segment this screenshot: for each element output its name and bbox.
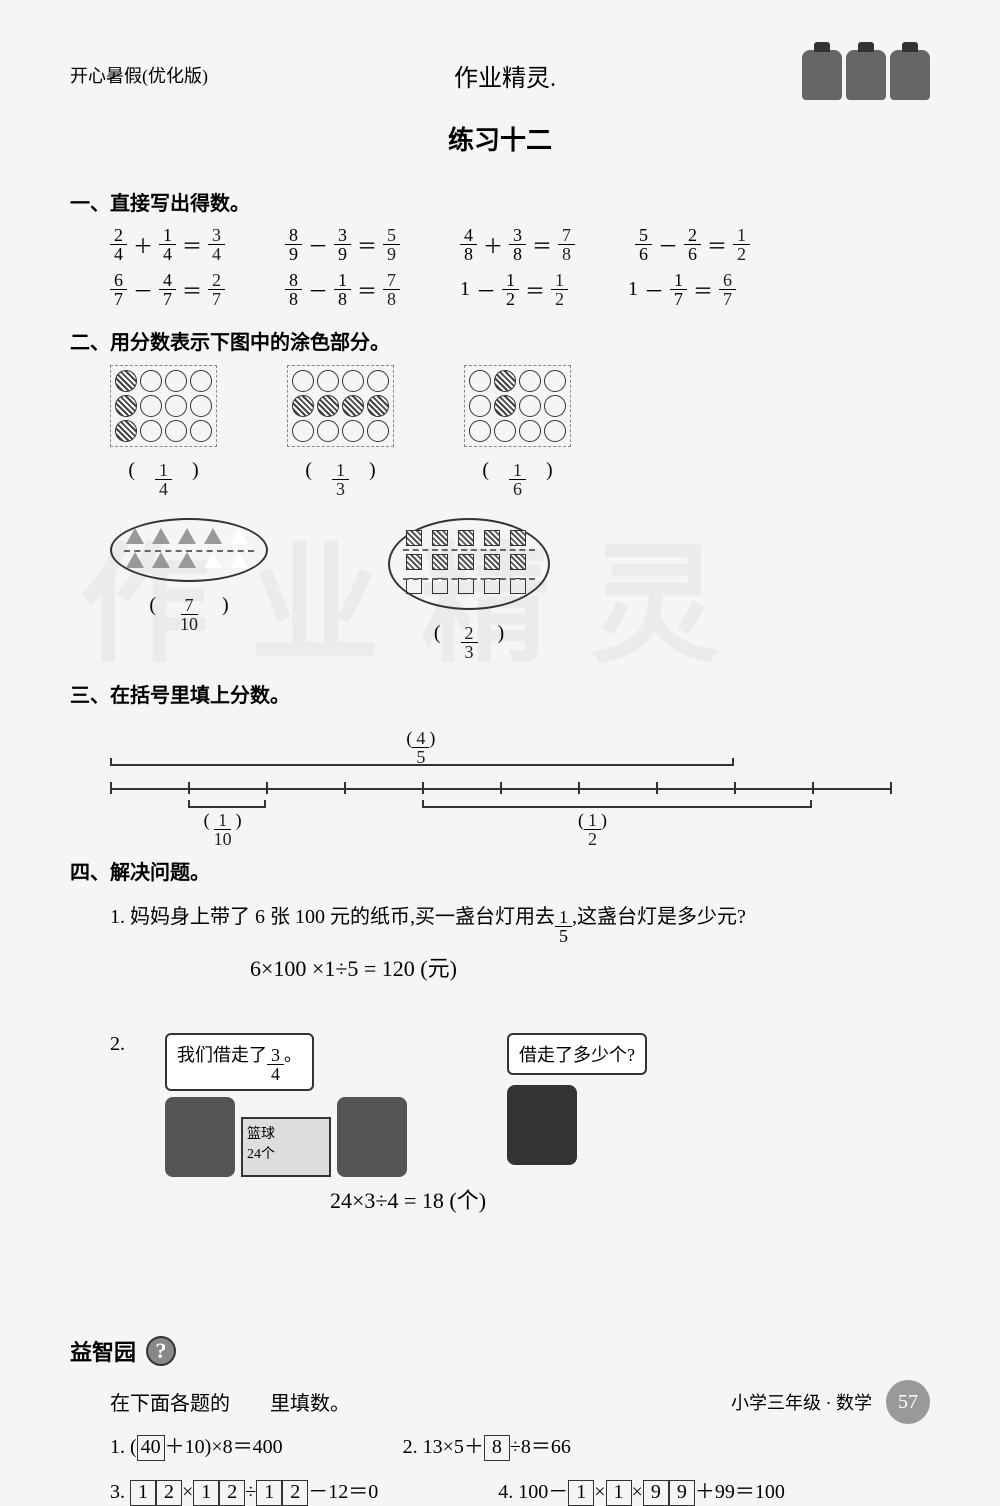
- section1-row1: 24＋14＝34 89－39＝59 48＋38＝78 56－26＝12: [110, 226, 930, 263]
- section1-heading: 一、直接写出得数。: [70, 187, 930, 216]
- eq: 88－18＝78: [285, 271, 400, 308]
- yizhi-p2: 2. 13×5＋8÷8＝66: [403, 1430, 571, 1461]
- speech-bubble: 我们借走了34。: [165, 1033, 314, 1091]
- q1-answer: 6×100 ×1÷5 = 120 (元): [250, 951, 930, 983]
- character-icon: [165, 1097, 235, 1177]
- section1-row2: 67－47＝27 88－18＝78 1－12＝12 1－17＝67: [110, 271, 930, 308]
- page-number: 57: [886, 1380, 930, 1424]
- section4-heading: 四、解决问题。: [70, 856, 930, 885]
- eq: 1－12＝12: [460, 271, 568, 308]
- header-center: 作业精灵.: [454, 58, 556, 93]
- yizhi-p3: 3. 12×12÷12－12＝0: [110, 1475, 378, 1506]
- crate-icon: 篮球 24个: [241, 1117, 331, 1177]
- yizhi-p4: 4. 100－1×1×99＋99＝100: [498, 1475, 785, 1506]
- section2-heading: 二、用分数表示下图中的涂色部分。: [70, 326, 930, 355]
- section3-heading: 三、在括号里填上分数。: [70, 679, 930, 708]
- yizhi-heading: 益智园 ?: [70, 1335, 930, 1367]
- q2-label: 2.: [110, 1033, 125, 1056]
- speech-bubble: 借走了多少个?: [507, 1033, 647, 1075]
- question-icon: ?: [146, 1336, 176, 1366]
- q1: 1. 妈妈身上带了 6 张 100 元的纸币,买一盏台灯用去15,这盏台灯是多少…: [110, 899, 930, 945]
- grid-item: ( 13 ): [287, 365, 394, 498]
- oval-item: ( 710 ): [110, 518, 268, 661]
- eq: 67－47＝27: [110, 271, 225, 308]
- eq: 56－26＝12: [635, 226, 750, 263]
- page-header: 开心暑假(优化版) 作业精灵.: [70, 50, 930, 100]
- eq: 1－17＝67: [628, 271, 736, 308]
- grid-item: ( 14 ): [110, 365, 217, 498]
- character-icon: [507, 1085, 577, 1165]
- q2: 2. 我们借走了34。 篮球 24个 借走了多少个?: [110, 1033, 930, 1177]
- bears-icon: [802, 50, 930, 100]
- header-left: 开心暑假(优化版): [70, 62, 208, 88]
- grid-item: ( 16 ): [464, 365, 571, 498]
- page-footer: 小学三年级 · 数学 57: [731, 1380, 930, 1424]
- oval-item: ( 23 ): [388, 518, 550, 661]
- number-line: (45) (110) (12): [110, 738, 890, 838]
- eq: 24＋14＝34: [110, 226, 225, 263]
- character-icon: [337, 1097, 407, 1177]
- footer-subject: 小学三年级 · 数学: [731, 1389, 872, 1415]
- q2-answer: 24×3÷4 = 18 (个): [330, 1183, 930, 1215]
- eq: 89－39＝59: [285, 226, 400, 263]
- eq: 48＋38＝78: [460, 226, 575, 263]
- page-title: 练习十二: [70, 120, 930, 157]
- section2-grids: ( 14 ) ( 13 ) ( 16 ): [110, 365, 930, 498]
- yizhi-p1: 1. (40＋10)×8＝400: [110, 1430, 283, 1461]
- section2-ovals: ( 710 ) ( 23 ): [110, 518, 930, 661]
